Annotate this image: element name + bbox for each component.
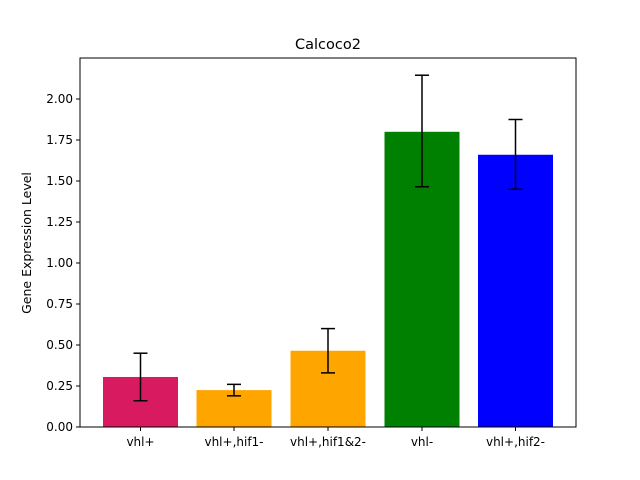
y-tick-label: 1.75 — [46, 133, 73, 147]
error-bar-vhl-hif1 — [227, 383, 241, 397]
x-tick-label: vhl+,hif1&2- — [290, 435, 366, 449]
y-tick-label: 0.25 — [46, 379, 73, 393]
y-tick-label: 2.00 — [46, 92, 73, 106]
y-tick-label: 0.75 — [46, 297, 73, 311]
plot-frame — [79, 57, 577, 428]
x-tick-label: vhl+,hif1- — [204, 435, 263, 449]
x-tick-label: vhl+,hif2- — [486, 435, 545, 449]
y-axis: 0.00 0.25 0.50 0.75 1.00 1.25 1.50 1.75 2.00 — [46, 92, 80, 434]
x-axis: vhl+ vhl+,hif1- vhl+,hif1&2- vhl-vhl+,hif2- — [126, 427, 545, 449]
y-axis-label: Gene Expression Level — [19, 172, 34, 314]
error-bar-vhl — [415, 74, 429, 188]
error-bar-vhl — [133, 352, 148, 402]
bar-vhl-hif2 — [478, 154, 553, 427]
error-bar-vhl-hif2 — [508, 118, 523, 190]
y-tick-label: 1.50 — [46, 174, 73, 188]
chart-title: Calcoco2 — [295, 37, 361, 53]
y-tick-label: 0.50 — [46, 338, 73, 352]
y-tick-label: 1.00 — [46, 256, 73, 270]
x-tick-label: vhl+ — [126, 435, 154, 449]
x-tick-label: vhl- — [411, 435, 433, 449]
bars-layer — [103, 131, 553, 428]
error-bar-vhl-hif1-2 — [321, 327, 335, 374]
y-tick-label: 0.00 — [46, 420, 73, 434]
y-tick-label: 1.25 — [46, 215, 73, 229]
error-bars-layer — [133, 74, 523, 402]
